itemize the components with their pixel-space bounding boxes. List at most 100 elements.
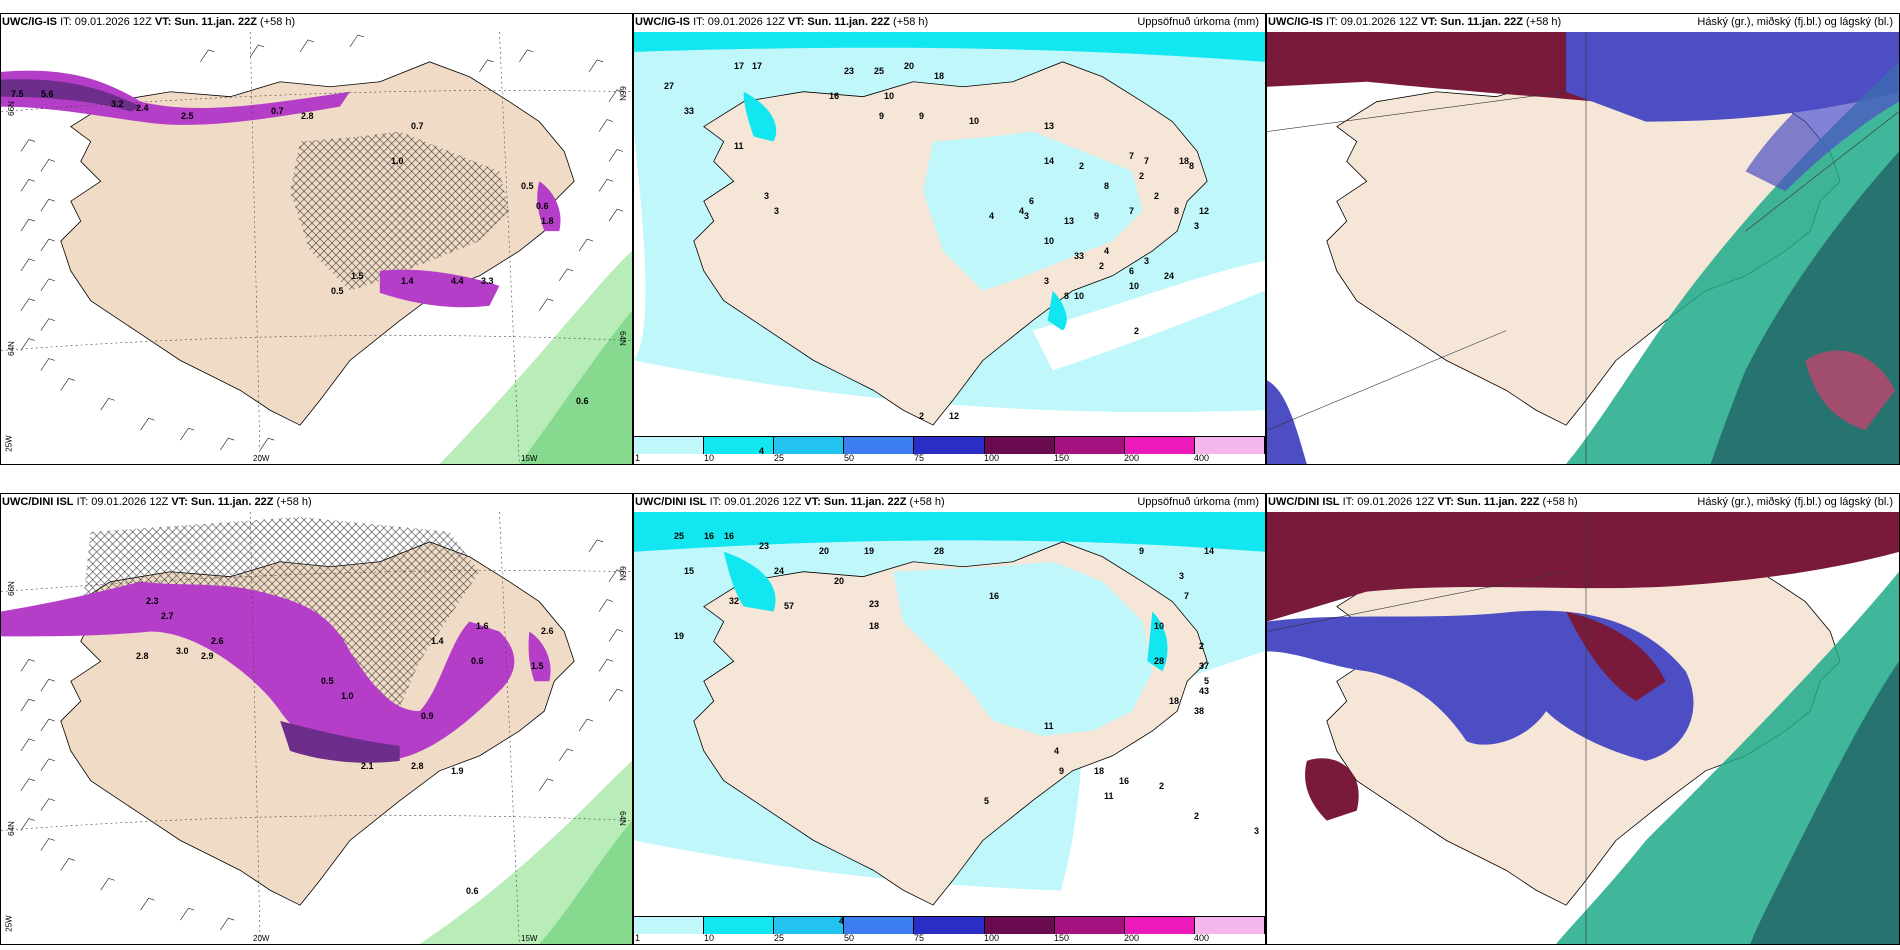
lead-time: (+58 h) [276,496,312,508]
map-value-label: 0.6 [536,201,549,211]
map-value-label: 37 [1199,661,1210,671]
map-value-label: 3.0 [176,646,189,656]
map-value-label: 4 [839,916,845,926]
map-value-label: 10 [1044,236,1055,246]
map-value-label: 2 [1194,811,1200,821]
map-value-label: 19 [864,546,875,556]
map-value-label: 3.3 [481,276,494,286]
map-value-label: 11 [1104,791,1114,801]
map-value-label: 2.6 [211,636,224,646]
map-value-label: 3.2 [111,99,124,109]
axis-label-lon: 20W [253,454,270,463]
legend-tick: 10 [704,933,715,943]
map-value-label: 2.3 [146,596,159,606]
map-value-label: 2.6 [541,626,554,636]
valid-time-label: VT: [787,16,805,28]
valid-time-label: VT: [804,496,821,508]
map-value-label: 2 [1199,641,1205,651]
map-value-label: 16 [1119,776,1130,786]
map-value-label: 3 [1024,211,1030,221]
legend-swatch [1054,437,1125,454]
legend-tick: 100 [984,933,1000,943]
legend-swatch [1124,437,1195,454]
legend-tick: 400 [1194,933,1210,943]
wind-map [1,512,632,944]
map-value-label: 10 [969,116,980,126]
wind-panel-dini: UWC/DINI ISL IT: 09.01.2026 12Z VT: Sun.… [0,493,633,945]
map-value-label: 8 [1189,161,1195,171]
map-value-label: 2 [1159,781,1165,791]
map-value-label: 8 [1174,206,1180,216]
panel-header: UWC/IG-IS IT: 09.01.2026 12Z VT: Sun. 11… [1268,16,1895,32]
map-value-label: 18 [869,621,880,631]
valid-time: Sun. 11.jan. 22Z [190,496,274,508]
axis-label-lat: 66N [618,566,628,581]
map-value-label: 16 [829,91,840,101]
map-value-label: 1.0 [341,691,354,701]
legend-tick: 25 [774,933,785,943]
map-value-label: 14 [1204,546,1215,556]
map-value-label: 0.5 [331,286,344,296]
legend-tick: 1 [635,933,641,943]
cloud-map [1267,32,1899,464]
panel-header: UWC/IG-IS IT: 09.01.2026 12Z VT: Sun. 11… [2,16,628,32]
legend-swatch [634,917,705,934]
map-value-label: 7 [1184,591,1190,601]
map-value-label: 8 [1104,181,1110,191]
map-value-label: 20 [904,61,915,71]
legend-tick: 50 [844,933,855,943]
lead-time: (+58 h) [260,16,296,28]
map-value-label: 8 [1064,291,1070,301]
map-value-label: 2 [1154,191,1160,201]
map-value-label: 2.9 [201,651,214,661]
map-value-label: 3 [1194,221,1200,231]
map-value-label: 4 [1019,206,1025,216]
map-value-label: 2.1 [361,761,374,771]
map-value-label: 18 [934,71,945,81]
map-value-label: 4 [1054,746,1060,756]
axis-label-lat: 64N [618,331,628,346]
cloud-panel-ig: UWC/IG-IS IT: 09.01.2026 12Z VT: Sun. 11… [1266,13,1900,465]
map-value-label: 7.5 [11,89,24,99]
wind-barbs [20,539,624,931]
legend-swatch [774,437,845,454]
map-value-label: 2 [1079,161,1085,171]
map-value-label: 6 [1029,196,1035,206]
panel-header: UWC/DINI ISL IT: 09.01.2026 12Z VT: Sun.… [1268,496,1895,512]
legend-ticks: 1 10 25 50 75 100 150 200 400 [634,933,1265,944]
precip-map [634,32,1265,436]
legend-tick: 25 [774,453,785,463]
init-time: IT: 09.01.2026 12Z [60,16,152,28]
map-value-label: 2.5 [181,111,194,121]
map-value-label: 9 [1094,211,1100,221]
panel-title: Háský (gr.), miðský (fj.bl.) og lágský (… [1697,496,1893,508]
legend-tick: 100 [984,453,1000,463]
map-value-label: 12 [1199,206,1210,216]
valid-time-label: VT: [1420,16,1438,28]
map-value-label: 4 [1104,246,1110,256]
valid-time: Sun. 11.jan. 22Z [1440,16,1523,28]
model-name: UWC/IG-IS [635,16,690,28]
legend-swatch [1054,917,1125,934]
map-value-label: 18 [1169,696,1180,706]
map-value-label: 20 [819,546,830,556]
legend-swatch [844,917,915,934]
legend-bar [634,436,1265,454]
map-value-label: 2.4 [136,103,149,113]
map-value-label: 19 [674,631,685,641]
map-value-label: 1.9 [451,766,464,776]
legend-tick: 10 [704,453,715,463]
map-value-label: 12 [949,411,960,421]
wind-map-svg [1,32,632,464]
map-value-label: 10 [1074,291,1085,301]
map-value-label: 15 [684,566,695,576]
legend-tick: 200 [1124,453,1140,463]
map-value-label: 2.8 [301,111,314,121]
wind-map-svg [1,512,632,944]
wind-max-band [1,581,515,761]
lead-time: (+58 h) [1526,16,1562,28]
precip-map-svg [634,512,1265,916]
axis-label-lat: 64N [6,341,16,356]
map-value-label: 27 [664,81,675,91]
map-value-label: 1.4 [431,636,444,646]
